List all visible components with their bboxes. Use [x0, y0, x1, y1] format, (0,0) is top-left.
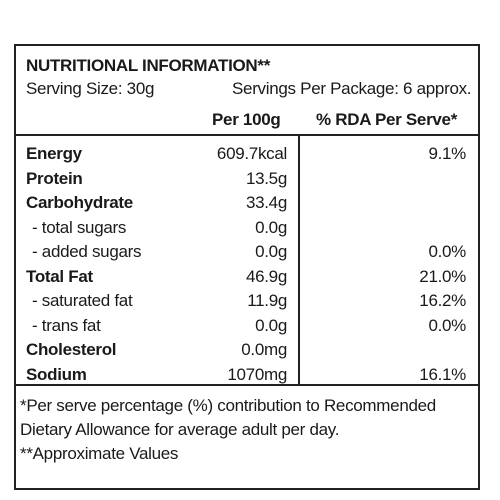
- nutrient-rda: 9.1%: [428, 144, 466, 163]
- nutrient-name: Cholesterol: [26, 340, 117, 359]
- nutrient-name: Carbohydrate: [26, 193, 133, 212]
- nutrient-rda: 21.0%: [419, 266, 466, 286]
- column-divider: [298, 136, 300, 384]
- header-per-100g: Per 100g: [212, 110, 281, 129]
- footnote-rda: *Per serve percentage (%) contribution t…: [20, 396, 436, 415]
- header-divider: [16, 134, 478, 136]
- nutrient-value-per-100g: 11.9g: [247, 291, 287, 310]
- nutrient-name: - saturated fat: [32, 291, 133, 310]
- nutrient-value-per-100g: 0.0g: [255, 217, 287, 237]
- serving-size: Serving Size: 30g: [26, 79, 155, 98]
- nutrient-value-per-100g: 33.4g: [245, 193, 287, 212]
- nutrient-name: Sodium: [26, 364, 87, 384]
- footnote-allowance: Dietary Allowance for average adult per …: [20, 420, 340, 439]
- panel-title: NUTRITIONAL INFORMATION**: [26, 56, 271, 75]
- footnote-approximate: **Approximate Values: [20, 444, 179, 463]
- nutrition-panel: NUTRITIONAL INFORMATION** Serving Size: …: [14, 44, 480, 490]
- nutrient-value-per-100g: 609.7kcal: [216, 144, 287, 163]
- footer-divider: [16, 384, 478, 386]
- nutrient-rda: 16.2%: [419, 291, 466, 310]
- servings-per-package: Servings Per Package: 6 approx.: [232, 79, 472, 98]
- nutrient-value-per-100g: 46.9g: [245, 266, 287, 286]
- header-rda: % RDA Per Serve*: [316, 110, 458, 129]
- nutrient-rda: 0.0%: [428, 315, 466, 335]
- nutrient-value-per-100g: 1070mg: [227, 364, 287, 384]
- nutrient-name: - added sugars: [32, 242, 142, 261]
- nutrient-name: - trans fat: [32, 315, 101, 335]
- nutrient-name: - total sugars: [32, 217, 127, 237]
- nutrient-name: Total Fat: [26, 266, 93, 286]
- nutrient-name: Protein: [26, 168, 83, 188]
- nutrient-rda: 0.0%: [428, 242, 466, 261]
- nutrient-value-per-100g: 0.0mg: [241, 340, 287, 359]
- nutrient-value-per-100g: 0.0g: [255, 242, 287, 261]
- nutrient-value-per-100g: 13.5g: [245, 168, 287, 188]
- nutrient-name: Energy: [26, 144, 82, 163]
- nutrient-value-per-100g: 0.0g: [255, 315, 287, 335]
- nutrient-rda: 16.1%: [419, 364, 466, 384]
